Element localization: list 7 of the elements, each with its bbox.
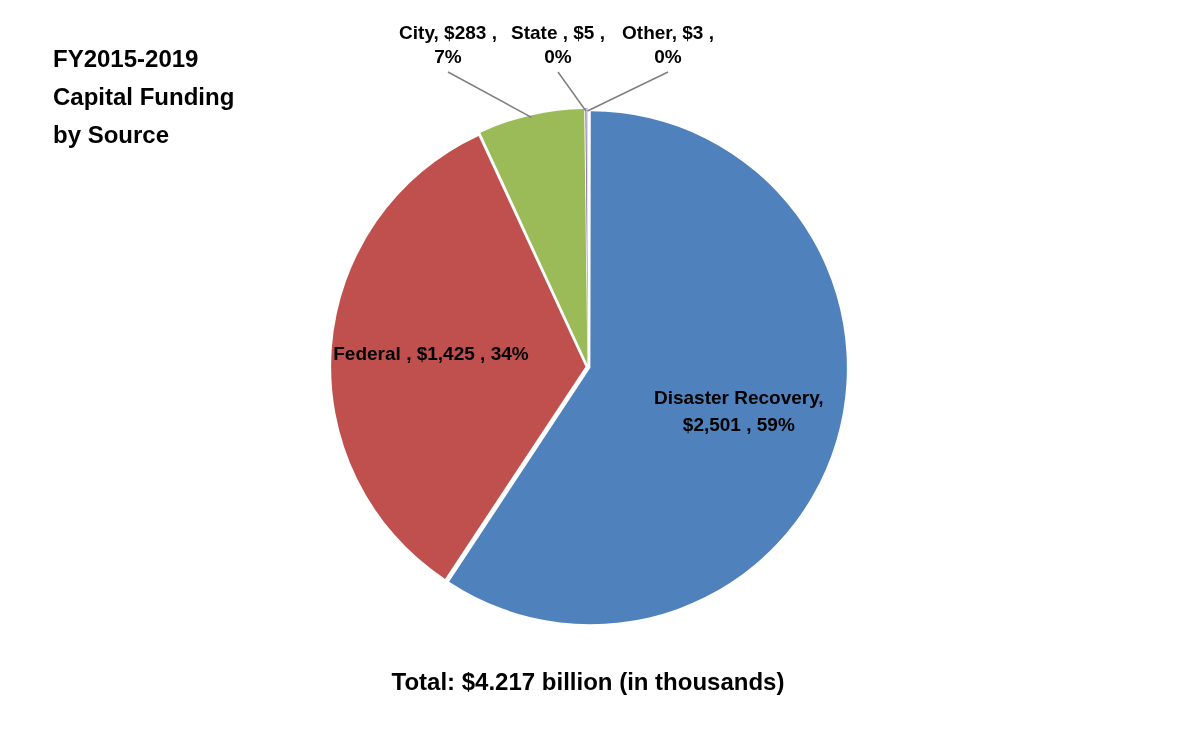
text: FY2015-2019 Capital Funding by Source: [53, 44, 236, 150]
text: Total: $4.217 billion (in thousands): [390, 668, 786, 696]
slice-label: Federal , $1,425 , 34%: [333, 343, 529, 365]
slice-label: City, $283 , 7%: [399, 22, 497, 68]
slice-label: Other, $3 , 0%: [622, 22, 714, 68]
slice-label: State , $5 , 0%: [511, 22, 605, 68]
slice-label: Disaster Recovery, $2,501 , 59%: [653, 387, 824, 436]
